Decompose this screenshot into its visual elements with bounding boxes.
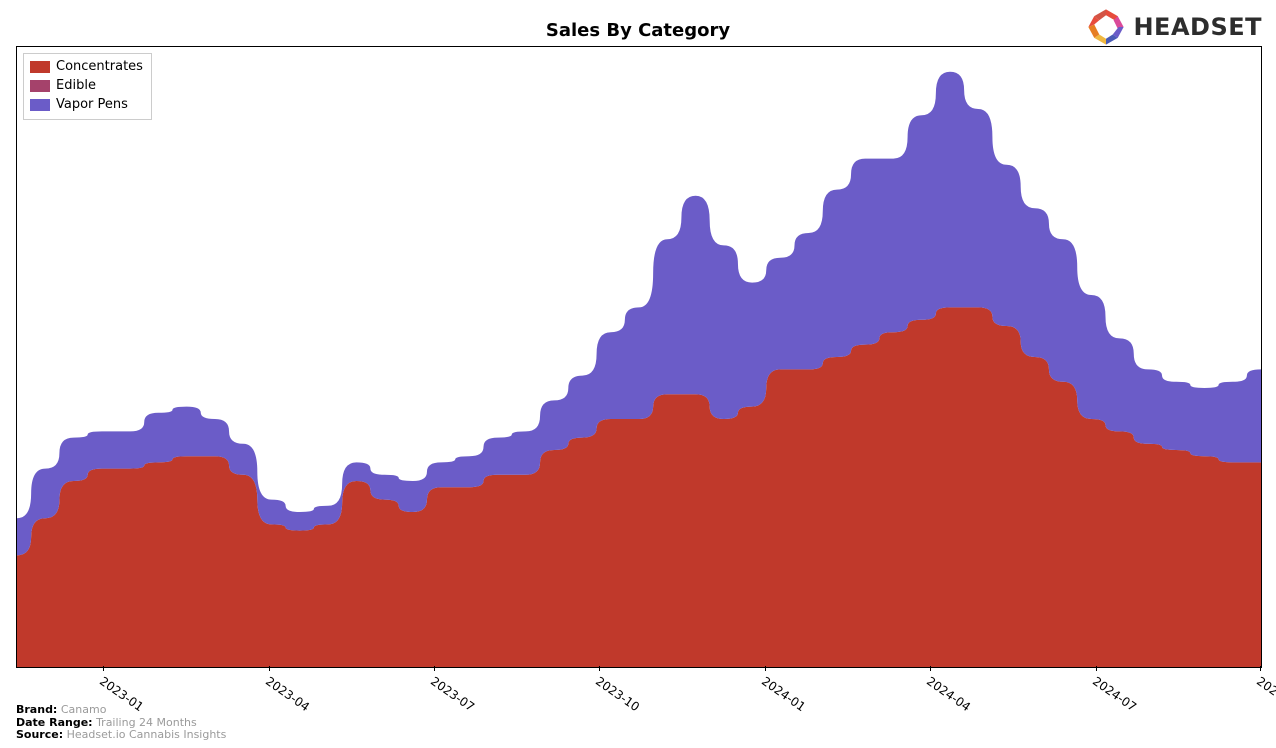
meta-source: Source: Headset.io Cannabis Insights <box>16 729 226 742</box>
headset-logo-icon <box>1085 6 1127 48</box>
x-tick-label: 2024-10 <box>1254 674 1276 714</box>
headset-logo-text: HEADSET <box>1133 13 1262 41</box>
meta-source-value: Headset.io Cannabis Insights <box>67 728 227 741</box>
x-tick-label: 2024-01 <box>759 674 808 714</box>
x-tick-label: 2023-07 <box>428 674 477 714</box>
x-tick-label: 2023-10 <box>593 674 642 714</box>
x-tick-label: 2024-04 <box>924 674 973 714</box>
x-tickmark <box>930 666 931 671</box>
meta-brand-label: Brand: <box>16 703 57 716</box>
x-tick-label: 2023-04 <box>263 674 312 714</box>
meta-date-range-label: Date Range: <box>16 716 93 729</box>
x-tickmark <box>103 666 104 671</box>
meta-source-label: Source: <box>16 728 63 741</box>
legend-label: Vapor Pens <box>56 96 128 115</box>
x-tickmark <box>269 666 270 671</box>
stacked-area-svg <box>17 47 1261 667</box>
x-tickmark <box>599 666 600 671</box>
legend-item: Vapor Pens <box>30 96 143 115</box>
x-tickmark <box>1096 666 1097 671</box>
x-tickmark <box>765 666 766 671</box>
legend-label: Edible <box>56 77 96 96</box>
chart-container: Sales By Category HEADSET ConcentratesEd… <box>0 0 1276 748</box>
x-tickmark <box>434 666 435 671</box>
legend-label: Concentrates <box>56 58 143 77</box>
meta-date-range-value: Trailing 24 Months <box>96 716 197 729</box>
legend: ConcentratesEdibleVapor Pens <box>23 53 152 120</box>
chart-metadata: Brand: Canamo Date Range: Trailing 24 Mo… <box>16 704 226 742</box>
plot-area: ConcentratesEdibleVapor Pens <box>16 46 1262 668</box>
legend-item: Edible <box>30 77 143 96</box>
legend-item: Concentrates <box>30 58 143 77</box>
x-tickmark <box>1260 666 1261 671</box>
legend-swatch <box>30 99 50 111</box>
meta-brand-value: Canamo <box>61 703 107 716</box>
legend-swatch <box>30 61 50 73</box>
x-tick-label: 2024-07 <box>1090 674 1139 714</box>
legend-swatch <box>30 80 50 92</box>
headset-logo: HEADSET <box>1085 6 1262 48</box>
